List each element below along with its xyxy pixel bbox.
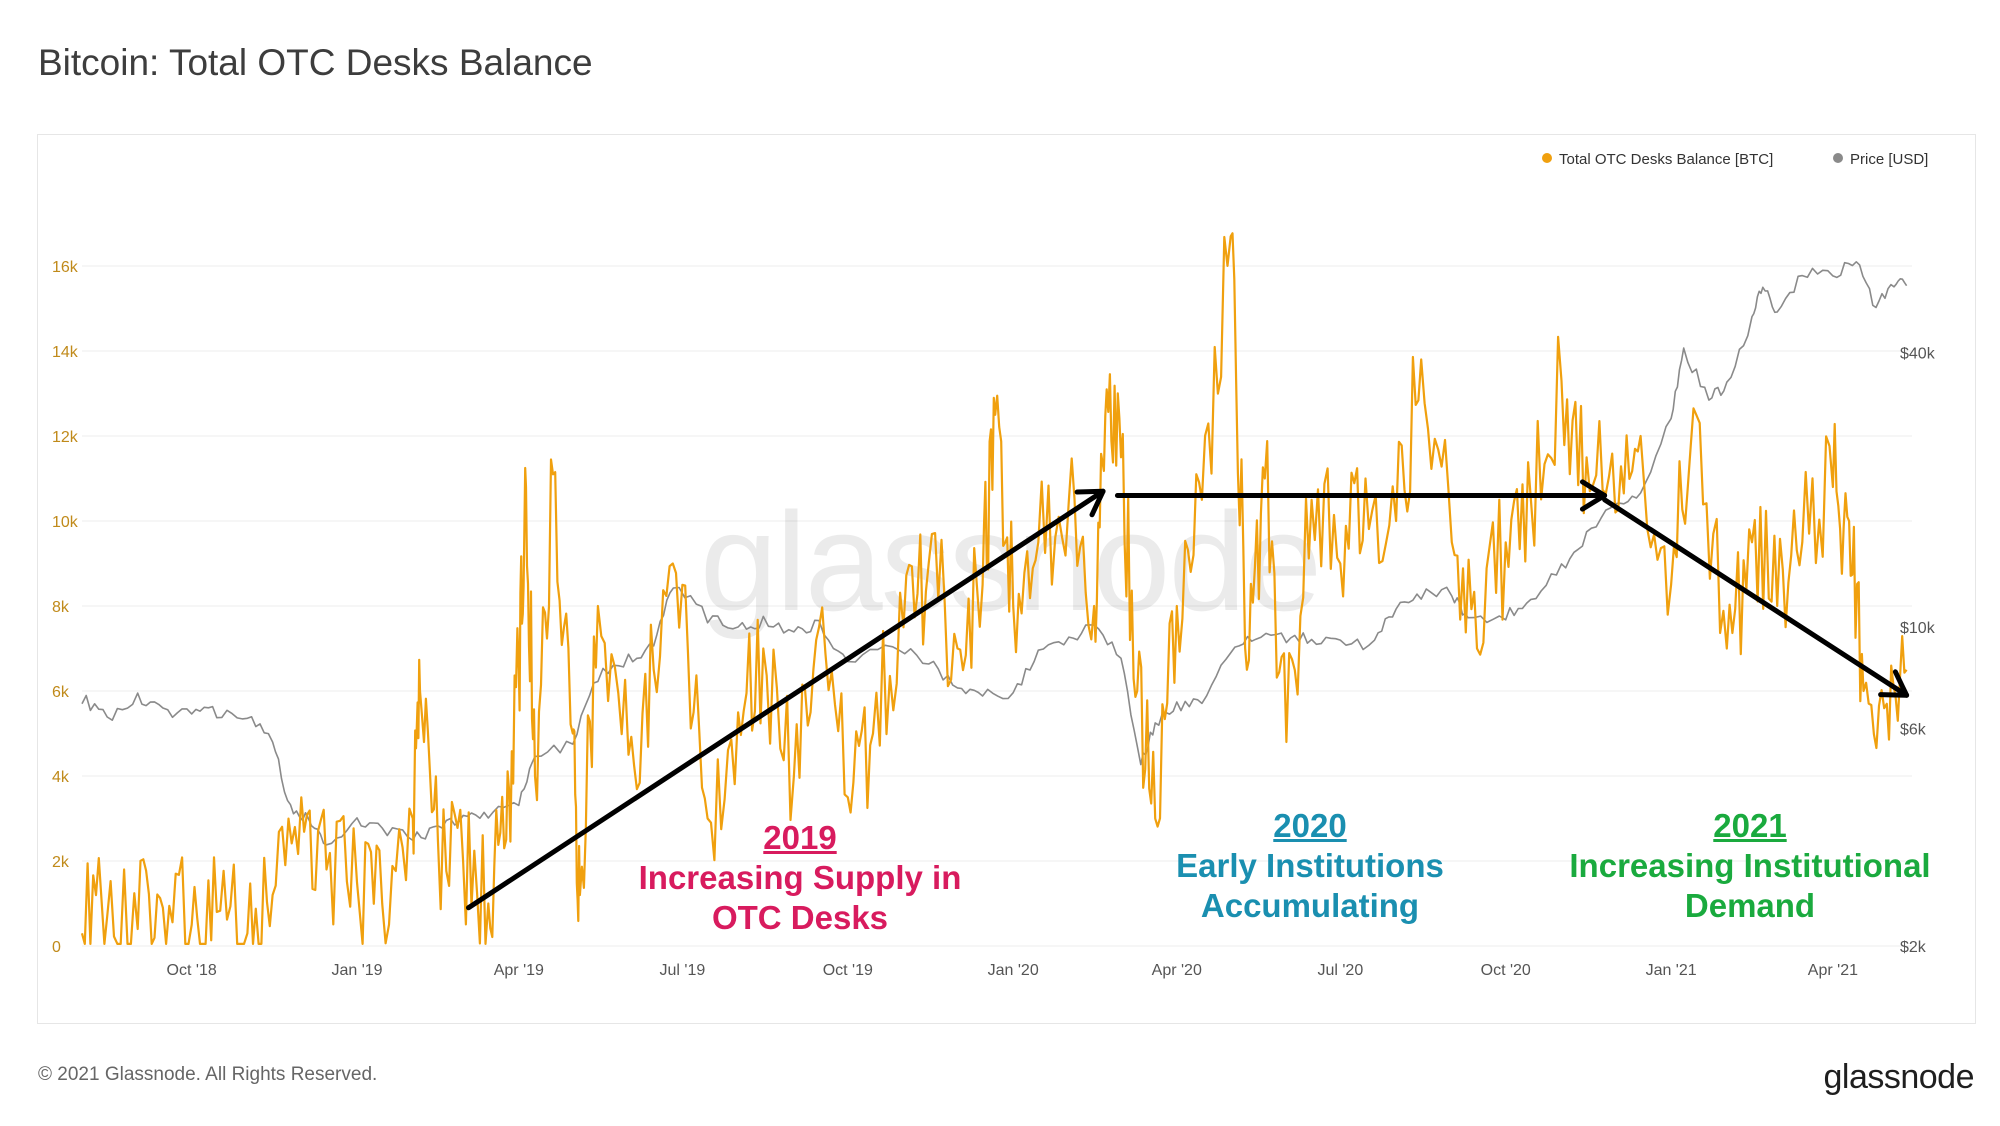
legend-label: Total OTC Desks Balance [BTC] xyxy=(1559,151,1773,168)
page-title: Bitcoin: Total OTC Desks Balance xyxy=(38,42,593,83)
legend-marker xyxy=(1833,153,1843,163)
trend-arrow-head xyxy=(1579,479,1608,512)
x-tick-label: Oct '20 xyxy=(1481,962,1531,979)
annotation-year: 2020 xyxy=(1273,807,1347,844)
y-right-tick-label: $2k xyxy=(1900,939,1927,956)
y-left-axis: 0 2k 4k 6k 8k 10k 12k 14k 16k xyxy=(52,259,79,956)
annotation-text: Increasing Institutional xyxy=(1569,847,1931,884)
annotation-text: Early Institutions xyxy=(1176,847,1444,884)
annotation-year: 2019 xyxy=(763,819,837,856)
trend-arrow-line xyxy=(1602,497,1910,698)
trend-arrow-line xyxy=(465,488,1106,911)
y-right-axis: $2k $6k $10k $40k xyxy=(1900,345,1936,956)
chart-frame xyxy=(37,134,1976,1024)
x-tick-label: Oct '18 xyxy=(167,962,217,979)
y-left-tick-label: 6k xyxy=(52,684,70,701)
x-tick-label: Apr '21 xyxy=(1808,962,1858,979)
legend-marker xyxy=(1542,153,1552,163)
y-right-tick-label: $10k xyxy=(1900,620,1936,637)
y-left-tick-label: 12k xyxy=(52,429,79,446)
annotation-2019: 2019 Increasing Supply in OTC Desks xyxy=(590,818,1010,938)
price-series xyxy=(81,260,1908,846)
y-left-tick-label: 16k xyxy=(52,259,79,276)
annotation-text: Demand xyxy=(1684,887,1816,924)
y-left-tick-label: 0 xyxy=(52,939,61,956)
glassnode-logo: glassnode xyxy=(1823,1058,1974,1096)
annotation-2020: 2020 Early Institutions Accumulating xyxy=(1110,806,1510,926)
legend: Total OTC Desks Balance [BTC] Price [USD] xyxy=(1542,151,1928,168)
gridlines xyxy=(82,265,1912,947)
footer-copyright: © 2021 Glassnode. All Rights Reserved. xyxy=(38,1064,378,1085)
annotation-year: 2021 xyxy=(1713,807,1787,844)
x-tick-label: Jan '21 xyxy=(1646,962,1697,979)
y-left-tick-label: 8k xyxy=(52,599,70,616)
x-axis: Oct '18 Jan '19 Apr '19 Jul '19 Oct '19 Jan '… xyxy=(167,962,1859,979)
annotation-2021: 2021 Increasing Institutional Demand xyxy=(1530,806,1970,926)
x-tick-label: Jul '20 xyxy=(1317,962,1363,979)
trend-arrow-head xyxy=(1878,669,1910,698)
annotation-text: Increasing Supply in xyxy=(638,859,962,896)
y-right-tick-label: $40k xyxy=(1900,345,1936,362)
y-right-tick-label: $6k xyxy=(1900,721,1927,738)
y-left-tick-label: 14k xyxy=(52,344,79,361)
price-line xyxy=(81,260,1908,846)
x-tick-label: Oct '19 xyxy=(823,962,873,979)
trend-arrows xyxy=(465,479,1910,911)
x-tick-label: Jan '20 xyxy=(988,962,1039,979)
x-tick-label: Apr '19 xyxy=(494,962,544,979)
x-tick-label: Apr '20 xyxy=(1152,962,1202,979)
y-left-tick-label: 2k xyxy=(52,854,70,871)
x-tick-label: Jul '19 xyxy=(660,962,706,979)
y-left-tick-label: 4k xyxy=(52,769,70,786)
y-left-tick-label: 10k xyxy=(52,514,79,531)
x-tick-label: Jan '19 xyxy=(331,962,382,979)
trend-arrow-head xyxy=(1074,488,1106,518)
annotation-text: Accumulating xyxy=(1200,887,1420,924)
annotation-text: OTC Desks xyxy=(711,899,889,936)
legend-label: Price [USD] xyxy=(1850,151,1928,168)
